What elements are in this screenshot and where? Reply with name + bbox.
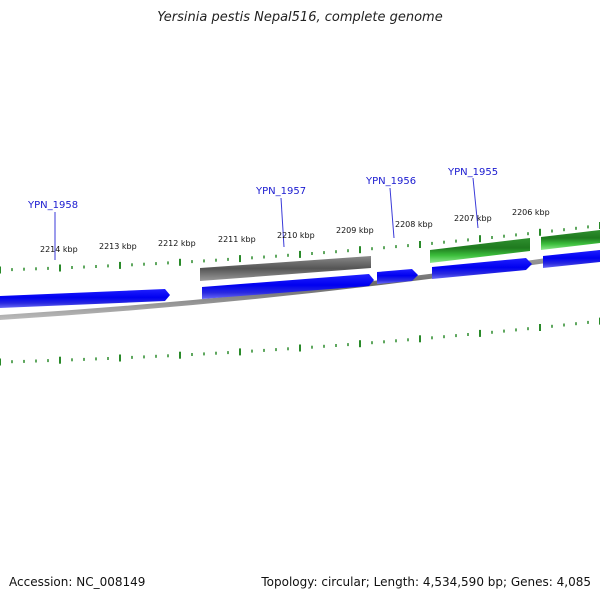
cds-arrow (543, 250, 600, 268)
cds-arrow (202, 274, 374, 299)
topology-label: Topology: circular; Length: 4,534,590 bp… (261, 575, 591, 589)
scale-label: 2212 kbp (158, 239, 196, 248)
cds-arrow (377, 269, 418, 284)
genome-backbone (0, 250, 600, 320)
gene-label[interactable]: YPN_1958 (27, 200, 78, 211)
scale-ticks-lower (0, 317, 600, 366)
gene-bar-grey (200, 256, 371, 281)
scale-label: 2214 kbp (40, 245, 78, 254)
map-title: Yersinia pestis Nepal516, complete genom… (157, 10, 443, 25)
gene-bar-green (541, 230, 600, 250)
gene-label-line (280, 197, 285, 248)
scale-label: 2207 kbp (454, 214, 492, 223)
scale-ticks-upper (0, 222, 600, 274)
cds-arrow (432, 258, 532, 279)
gene-label-line (389, 187, 395, 239)
scale-label: 2209 kbp (336, 226, 374, 235)
gene-label[interactable]: YPN_1956 (365, 176, 416, 187)
gene-label-line (472, 177, 479, 229)
accession-label: Accession: NC_008149 (9, 575, 146, 589)
cds-arrow (0, 289, 170, 308)
scale-label: 2211 kbp (218, 235, 256, 244)
gene-label[interactable]: YPN_1955 (447, 167, 498, 178)
scale-label: 2206 kbp (512, 208, 550, 217)
scale-label: 2213 kbp (99, 242, 137, 251)
scale-label: 2210 kbp (277, 231, 315, 240)
gene-bar-green (430, 238, 530, 263)
scale-label: 2208 kbp (395, 220, 433, 229)
gene-label[interactable]: YPN_1957 (255, 186, 306, 197)
